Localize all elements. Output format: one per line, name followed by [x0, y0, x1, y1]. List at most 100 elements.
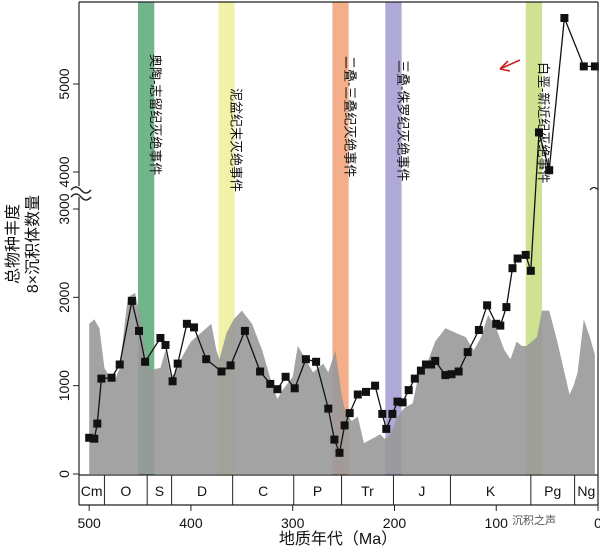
y-axis-title-line-1: 总物种丰度 — [4, 204, 22, 284]
diversity-marker — [410, 374, 419, 383]
diversity-marker — [90, 434, 99, 443]
period-label-S: S — [155, 483, 164, 499]
extinction-band-3 — [332, 2, 349, 475]
diversity-marker — [312, 357, 321, 366]
diversity-marker — [281, 372, 290, 381]
arrow-shaft — [499, 59, 521, 70]
diversity-marker — [382, 424, 391, 433]
period-label-C: C — [258, 483, 268, 499]
diversity-marker — [454, 367, 463, 376]
period-label-Tr: Tr — [361, 483, 374, 499]
watermark-text: 沉积之声 — [512, 513, 556, 527]
diversity-marker — [393, 397, 402, 406]
diversity-marker — [371, 381, 380, 390]
diversity-marker — [93, 419, 102, 428]
diversity-marker — [441, 371, 450, 380]
period-label-O: O — [120, 483, 131, 499]
diversity-marker — [202, 355, 211, 364]
diversity-marker — [168, 377, 177, 386]
watermark: 沉积之声 — [512, 513, 556, 527]
diversity-marker — [521, 250, 530, 259]
y-tick-label: 1000 — [56, 370, 72, 401]
diversity-marker — [590, 62, 599, 71]
diversity-marker — [416, 366, 425, 375]
period-label-Pg: Pg — [544, 483, 561, 499]
diversity-marker — [496, 321, 505, 330]
diversity-marker — [463, 348, 472, 357]
annotation-arrow — [499, 59, 521, 72]
period-label-Ng: Ng — [577, 483, 595, 499]
diversity-marker — [256, 367, 265, 376]
diversity-marker — [492, 319, 501, 328]
diversity-marker — [240, 326, 249, 335]
diversity-marker — [173, 359, 182, 368]
period-label-P: P — [313, 483, 322, 499]
diversity-marker — [474, 326, 483, 334]
y-axis-title-line-2: 8×沉积体数量 — [24, 195, 42, 293]
diversity-marker — [388, 409, 397, 418]
y-tick-label: 2000 — [56, 282, 72, 313]
diversity-marker — [447, 370, 456, 379]
diversity-marker — [161, 341, 170, 349]
diversity-marker — [535, 128, 543, 137]
diversity-marker — [190, 323, 198, 332]
diversity-marker — [508, 264, 517, 273]
diversity-marker — [330, 435, 339, 444]
axis-break-mark-right — [589, 186, 599, 191]
axis-titles: 地质年代（Ma） 总物种丰度 8×沉积体数量 — [4, 195, 397, 547]
period-label-D: D — [197, 483, 207, 499]
x-tick-label: 500 — [77, 515, 101, 531]
sediment-area — [89, 292, 595, 474]
extinction-band-4 — [385, 2, 402, 475]
extinction-event-label-5: 白垩-新近纪灭绝事件 — [536, 62, 551, 183]
event-labels: 奥陶-志留纪灭绝事件 泥盆纪末灭绝事件 二叠-三叠纪灭绝事件 三叠-侏罗纪灭绝事件 白垩… — [148, 54, 551, 192]
extinction-event-label-3: 二叠-三叠纪灭绝事件 — [343, 56, 358, 177]
period-label-J: J — [418, 483, 425, 499]
diversity-marker — [156, 334, 165, 342]
diversity-marker — [290, 384, 299, 393]
diversity-marker — [422, 360, 430, 369]
sediment-area-fill — [89, 292, 595, 474]
extinction-event-label-2: 泥盆纪末灭绝事件 — [229, 88, 244, 192]
diversity-marker — [483, 301, 492, 310]
diversity-marker — [141, 357, 150, 366]
x-tick-label: 100 — [485, 515, 509, 531]
diversity-marker — [560, 14, 569, 22]
diversity-marker — [579, 62, 588, 71]
diversity-marker — [404, 386, 413, 395]
y-tick-label: 5000 — [56, 68, 72, 99]
diversity-marker — [340, 421, 349, 430]
axis-break-mark-bottom — [70, 193, 92, 201]
period-label-Cm: Cm — [81, 483, 103, 499]
diversity-marker — [353, 390, 362, 399]
diversity-marker — [526, 266, 535, 275]
y-tick-label: 4000 — [56, 156, 72, 187]
diversity-marker — [217, 367, 226, 376]
diversity-marker — [513, 254, 522, 263]
diversity-marker — [266, 379, 275, 388]
diversity-marker — [398, 398, 407, 407]
diversity-marker — [273, 385, 282, 394]
extinction-event-label-4: 三叠-侏罗纪灭绝事件 — [396, 60, 411, 181]
diversity-marker — [427, 360, 436, 369]
y-tick-label: 0 — [56, 470, 72, 478]
diversity-marker — [97, 374, 106, 383]
diversity-marker — [335, 448, 344, 457]
arrow-head — [499, 60, 511, 72]
diversity-marker — [301, 355, 310, 364]
axis-break-mark-top — [70, 186, 92, 194]
x-tick-label: 200 — [383, 515, 407, 531]
x-axis-title: 地质年代（Ma） — [279, 530, 397, 547]
diversity-marker — [324, 404, 333, 413]
diversity-marker — [107, 373, 116, 382]
extinction-event-label-1: 奥陶-志留纪灭绝事件 — [148, 54, 163, 175]
diversity-marker — [135, 326, 143, 335]
diversity-marker — [502, 303, 511, 312]
diversity-marker — [182, 319, 191, 328]
diversity-marker — [345, 409, 354, 418]
y-tick-label: 3000 — [56, 193, 72, 224]
diversity-marker — [127, 296, 136, 305]
plot-frame — [70, 1, 599, 506]
